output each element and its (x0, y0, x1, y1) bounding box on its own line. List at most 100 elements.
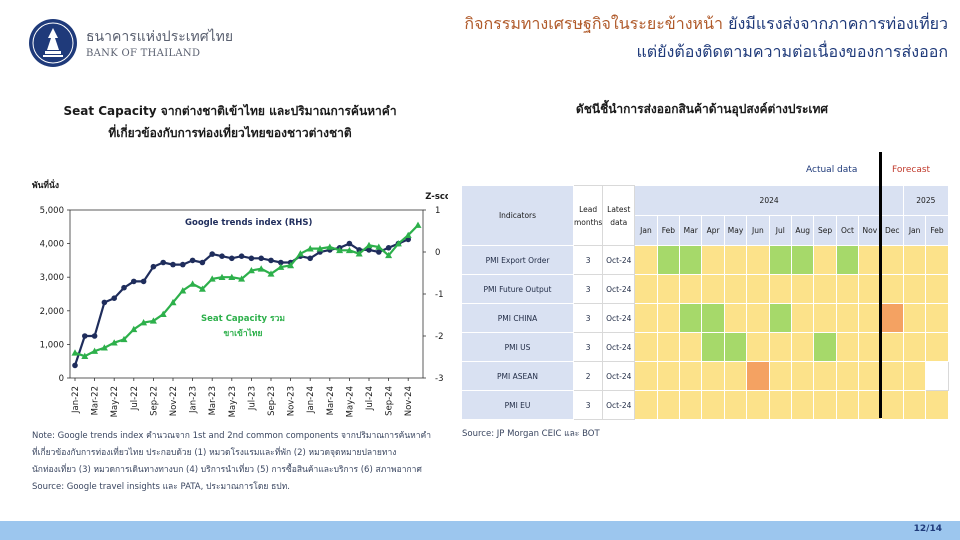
headline-part-1: กิจกรรมทางเศรษฐกิจในระยะข้างหน้า (464, 14, 723, 33)
heat-cell (723, 332, 748, 362)
heat-cell (880, 390, 904, 420)
header-lead-line2: months (574, 217, 603, 227)
heat-cell (925, 332, 949, 362)
data-point (140, 278, 147, 285)
heat-cell (902, 361, 927, 391)
x-tick-label: Jul-24 (365, 386, 375, 411)
heat-cell (768, 332, 792, 362)
data-point (218, 273, 226, 280)
heat-cell (880, 303, 904, 333)
month-header-9: Oct (835, 215, 860, 246)
heat-cell (790, 361, 815, 391)
data-point (394, 240, 402, 247)
latest-data-value: Oct-24 (602, 390, 636, 420)
data-point (278, 259, 284, 266)
data-point (355, 250, 363, 257)
data-point (209, 251, 215, 257)
heat-cell (925, 245, 949, 275)
heat-cell (880, 245, 904, 275)
data-point (170, 261, 176, 268)
y-tick-label: 3,000 (40, 273, 64, 283)
heat-cell (656, 361, 681, 391)
heat-cell (679, 361, 703, 391)
table-row: PMI CHINA 3 Oct-24 (461, 303, 949, 333)
data-point (258, 255, 264, 262)
header-latest-data: Latest data (602, 185, 636, 246)
lead-months-value: 3 (572, 245, 604, 275)
heat-cell (902, 332, 927, 362)
heat-cell (679, 245, 703, 275)
heat-cell (656, 390, 681, 420)
data-point (91, 347, 99, 354)
left-chart-title-line1: Seat Capacity จากต่างชาติเข้าไทย และปริม… (63, 104, 397, 118)
month-header-13: Feb (925, 215, 949, 246)
data-point (100, 344, 108, 351)
x-tick-label: Jul-22 (130, 386, 140, 411)
header-year-2025: 2025 (902, 185, 949, 216)
heat-cell (813, 361, 837, 391)
data-point (110, 339, 118, 346)
x-tick-label: Mar-22 (91, 386, 101, 415)
data-point (316, 245, 324, 252)
data-point (375, 243, 383, 250)
note-line-1: Note: Google trends index คำนวณจาก 1st a… (32, 431, 431, 441)
heat-cell (634, 245, 658, 275)
footer-bar: 12/14 (0, 521, 960, 540)
heat-cell (902, 274, 927, 304)
google-trends-label: Google trends index (RHS) (185, 218, 312, 228)
heat-cell (701, 390, 725, 420)
data-point (277, 263, 285, 270)
x-tick-label: Nov-24 (404, 386, 414, 416)
data-point (189, 257, 196, 264)
heat-cell (701, 361, 725, 391)
seat-capacity-label-line1: Seat Capacity รวม (201, 314, 285, 324)
x-tick-label: Jan-24 (306, 386, 316, 414)
x-tick-label: Jan-23 (189, 386, 199, 414)
data-point (82, 333, 88, 339)
heat-cell (746, 332, 770, 362)
data-point (198, 285, 206, 292)
plot-frame (69, 209, 424, 379)
heat-cell (925, 390, 949, 420)
data-point (346, 240, 353, 247)
heat-cell (790, 390, 815, 420)
heat-cell (790, 245, 815, 275)
heat-cell (723, 361, 748, 391)
data-point (326, 243, 334, 250)
heat-cell (723, 390, 748, 420)
legend-actual-data: Actual data (806, 165, 858, 175)
heat-cell (835, 245, 860, 275)
heat-cell (634, 390, 658, 420)
heat-cell (768, 245, 792, 275)
data-point (287, 261, 295, 269)
month-header-8: Sep (813, 215, 837, 246)
month-header-10: Nov (858, 215, 882, 246)
y-tick-label: 2,000 (40, 307, 64, 317)
data-point (228, 273, 236, 280)
x-tick-label: Jan-22 (71, 386, 81, 414)
x-tick-label: Nov-23 (287, 386, 297, 416)
right-panel-source: Source: JP Morgan CEIC และ BOT (462, 429, 600, 439)
data-point (247, 266, 255, 274)
data-point (345, 246, 353, 254)
heat-cell (701, 303, 725, 333)
heat-cell (858, 390, 882, 420)
forecast-divider-line (879, 152, 882, 418)
heat-cell (858, 332, 882, 362)
data-point (169, 298, 177, 306)
heat-cell (746, 361, 770, 391)
x-tick-label: Nov-22 (169, 386, 179, 416)
heat-cell (925, 361, 949, 391)
heat-cell (880, 332, 904, 362)
month-header-5: Jun (746, 215, 770, 246)
data-point (268, 257, 274, 264)
left-chart-title-line2: ที่เกี่ยวข้องกับการท่องเที่ยวไทยของชาวต่… (108, 126, 352, 140)
data-point (111, 295, 117, 301)
header-indicators: Indicators (461, 185, 574, 246)
heat-cell (701, 274, 725, 304)
indicator-name: PMI Export Order (461, 245, 574, 275)
data-point (131, 278, 137, 285)
x-tick-label: Sep-22 (149, 386, 159, 416)
data-point (376, 249, 382, 255)
bank-logo: ธนาคารแห่งประเทศไทย BANK OF THAILAND (28, 18, 248, 68)
